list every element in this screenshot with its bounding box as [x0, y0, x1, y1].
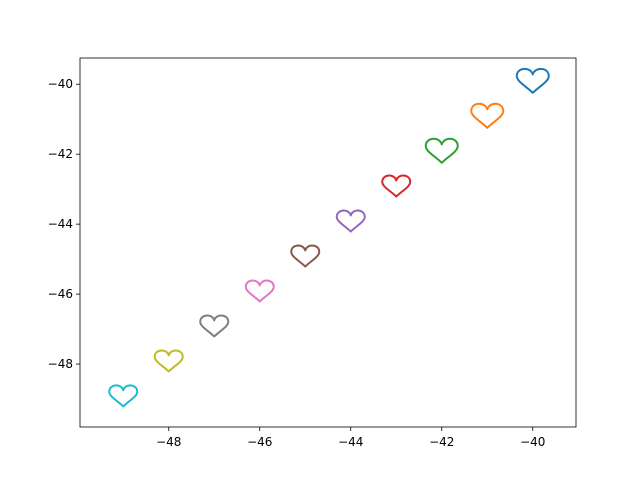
plot-area: [108, 67, 550, 408]
heart-marker: [199, 314, 230, 338]
heart-marker: [424, 137, 459, 164]
heart-marker: [108, 384, 139, 408]
x-tick-label: −44: [338, 435, 363, 449]
y-axis: −48 −46 −44 −42 −40: [48, 77, 80, 371]
y-tick-label: −42: [48, 147, 73, 161]
y-tick-label: −46: [48, 287, 73, 301]
heart-marker: [335, 209, 366, 233]
x-tick-label: −48: [156, 435, 181, 449]
heart-marker: [244, 279, 275, 303]
heart-marker: [290, 244, 321, 268]
heart-marker: [515, 67, 550, 94]
y-tick-label: −48: [48, 357, 73, 371]
x-tick-label: −42: [429, 435, 454, 449]
axes-frame: [79, 57, 577, 428]
heart-marker: [381, 174, 412, 198]
heart-marker: [470, 102, 505, 129]
y-tick-label: −40: [48, 77, 73, 91]
y-tick-label: −44: [48, 217, 73, 231]
x-axis: −48 −46 −44 −42 −40: [156, 427, 545, 449]
x-tick-label: −40: [520, 435, 545, 449]
heart-marker: [153, 349, 184, 373]
x-tick-label: −46: [247, 435, 272, 449]
